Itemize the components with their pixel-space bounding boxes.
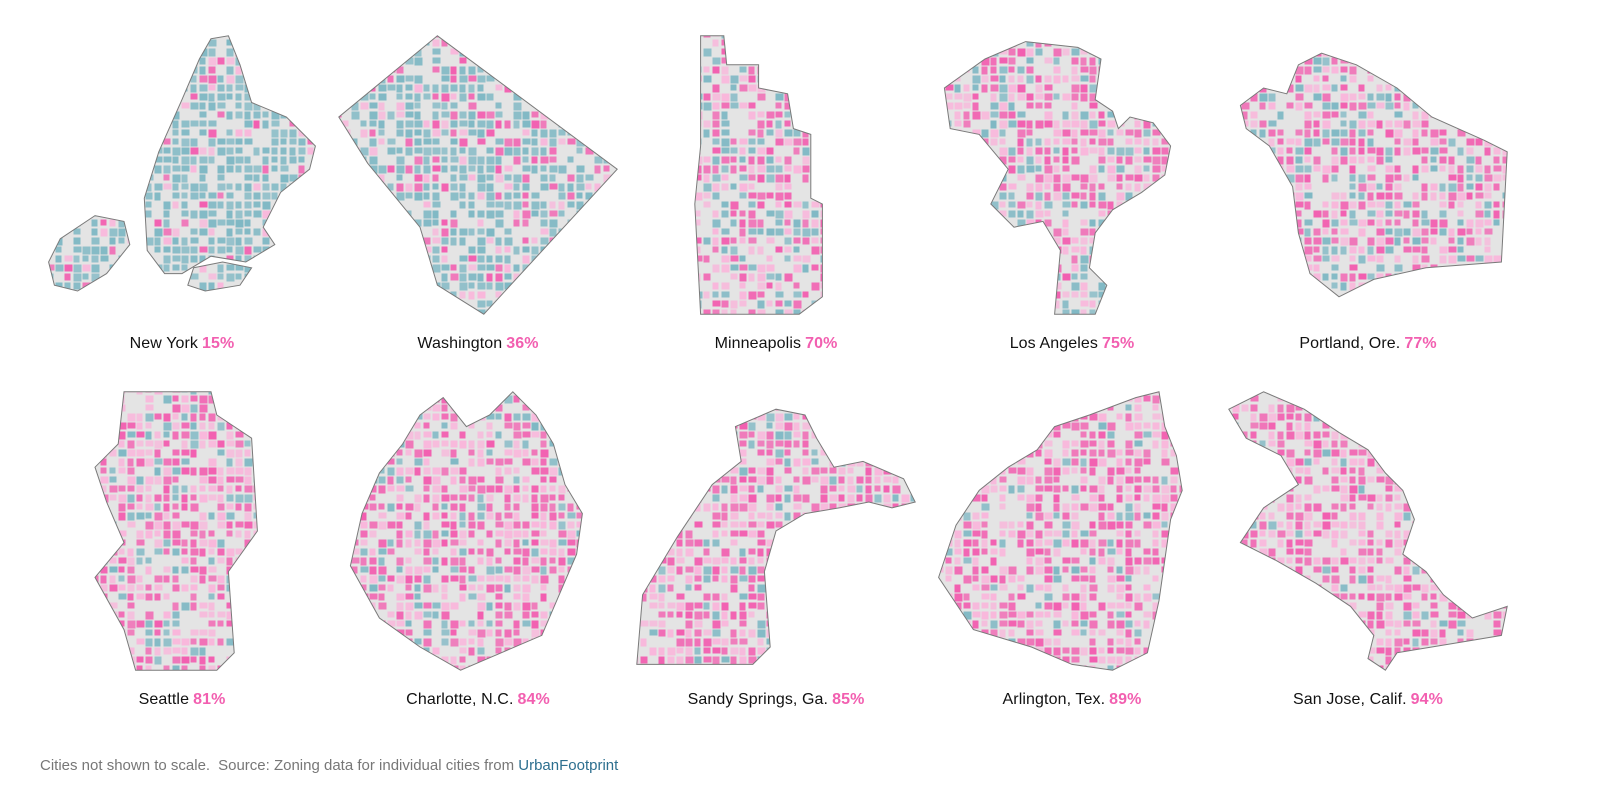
single-family-percent: 85% xyxy=(832,691,865,708)
city-label: Arlington, Tex. 89% xyxy=(912,690,1232,710)
city-boundary xyxy=(938,391,1183,671)
single-family-percent: 84% xyxy=(517,691,550,708)
single-family-percent: 15% xyxy=(202,335,235,352)
city-boundary xyxy=(349,391,583,671)
single-family-percent: 36% xyxy=(506,335,539,352)
city-map xyxy=(636,408,916,665)
city-label: Washington 36% xyxy=(318,334,638,354)
city-boundary xyxy=(187,261,253,292)
city-map xyxy=(338,35,618,315)
city-name: San Jose, Calif. xyxy=(1293,691,1407,708)
source-text: Source: Zoning data for individual citie… xyxy=(218,757,515,774)
city-name: Seattle xyxy=(138,691,190,708)
single-family-percent: 75% xyxy=(1101,335,1135,352)
city-name: Sandy Springs, Ga. xyxy=(687,691,829,708)
single-family-percent: 70% xyxy=(805,335,838,352)
city-map xyxy=(943,41,1172,315)
scale-note: Cities not shown to scale. xyxy=(40,757,211,774)
city-boundary xyxy=(338,35,618,315)
city-boundary xyxy=(48,215,131,292)
city-boundary xyxy=(943,41,1172,315)
city-boundary xyxy=(636,408,916,665)
single-family-percent: 94% xyxy=(1410,691,1443,708)
city-label: Minneapolis 70% xyxy=(616,334,936,354)
city-label: Seattle 81% xyxy=(22,690,342,710)
city-map xyxy=(1239,52,1508,298)
city-name: Charlotte, N.C. xyxy=(406,691,514,708)
city-map xyxy=(48,35,316,292)
city-name: Portland, Ore. xyxy=(1299,335,1401,352)
city-boundary xyxy=(694,35,823,315)
city-label: Charlotte, N.C. 84% xyxy=(318,690,638,710)
city-map xyxy=(694,35,823,315)
city-label: Los Angeles 75% xyxy=(912,334,1232,354)
city-map xyxy=(94,391,258,671)
city-label: Portland, Ore. 77% xyxy=(1208,334,1528,354)
city-label: San Jose, Calif. 94% xyxy=(1208,690,1528,710)
city-boundary xyxy=(94,391,258,671)
city-name: Los Angeles xyxy=(1009,335,1098,352)
city-name: New York xyxy=(129,335,199,352)
city-name: Minneapolis xyxy=(714,335,802,352)
city-label: Sandy Springs, Ga. 85% xyxy=(616,690,936,710)
city-map xyxy=(1228,391,1508,671)
single-family-percent: 89% xyxy=(1109,691,1142,708)
single-family-percent: 81% xyxy=(193,691,226,708)
city-label: New York 15% xyxy=(22,334,342,354)
city-boundary xyxy=(1228,391,1508,671)
city-map xyxy=(349,391,583,671)
city-name: Arlington, Tex. xyxy=(1002,691,1106,708)
city-map xyxy=(938,391,1183,671)
single-family-percent: 77% xyxy=(1404,335,1437,352)
city-boundary xyxy=(1239,52,1508,298)
footer-note: Cities not shown to scale. Source: Zoning… xyxy=(40,756,618,776)
source-link[interactable]: UrbanFootprint xyxy=(518,757,619,774)
city-boundary xyxy=(143,35,316,275)
city-outline xyxy=(636,409,916,665)
city-name: Washington xyxy=(417,335,503,352)
